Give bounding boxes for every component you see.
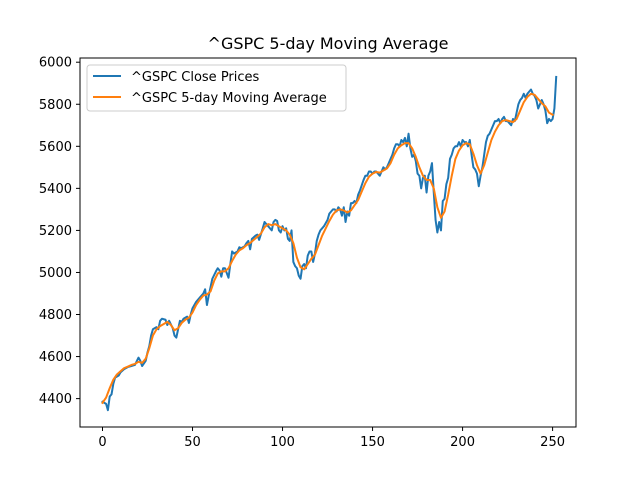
x-tick-label: 50 [184, 435, 201, 450]
x-axis: 0 50 100 150 200 250 [98, 427, 565, 450]
y-tick-label: 6000 [39, 56, 72, 71]
y-tick-label: 4600 [39, 350, 72, 365]
x-tick-label: 200 [450, 435, 475, 450]
x-tick-label: 100 [270, 435, 295, 450]
legend-frame [86, 64, 347, 112]
chart-title: ^GSPC 5-day Moving Average [208, 34, 449, 53]
x-tick-label: 250 [540, 435, 565, 450]
y-tick-label: 5800 [39, 98, 72, 113]
axes-frame [79, 57, 577, 428]
series-line-moving-average [101, 92, 554, 405]
x-tick-label: 0 [98, 435, 106, 450]
x-tick-label: 150 [360, 435, 385, 450]
y-tick-label: 5200 [39, 224, 72, 239]
legend: ^GSPC Close Prices ^GSPC 5-day Moving Av… [86, 64, 347, 112]
y-tick-label: 4400 [39, 392, 72, 407]
series-layer [101, 75, 558, 412]
y-tick-label: 5400 [39, 182, 72, 197]
y-axis: 4400 4600 4800 5000 5200 5400 5600 5800 6000 [39, 56, 80, 407]
y-tick-label: 4800 [39, 308, 72, 323]
y-tick-label: 5600 [39, 140, 72, 155]
y-tick-label: 5000 [39, 266, 72, 281]
series-line-close-prices [101, 75, 558, 412]
legend-label-moving-average: ^GSPC 5-day Moving Average [131, 91, 327, 106]
plot-area [79, 57, 577, 428]
legend-label-close-prices: ^GSPC Close Prices [131, 70, 260, 85]
